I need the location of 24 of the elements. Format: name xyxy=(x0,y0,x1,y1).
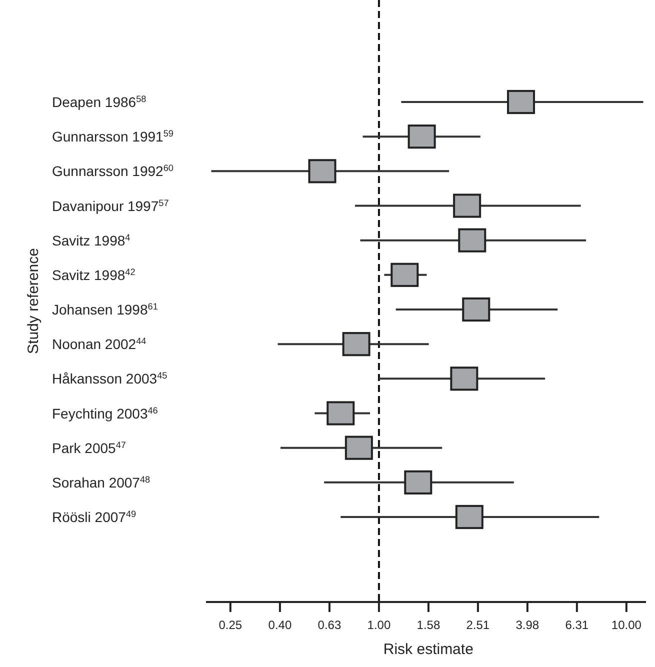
y-tick-label: Savitz 1998$^{4}$ xyxy=(52,232,130,248)
y-tick-label: Deapen 1986$^{58}$ xyxy=(52,94,146,110)
y-tick-label: Park 2005$^{47}$ xyxy=(52,440,126,456)
x-tick-label: 6.31 xyxy=(565,618,589,632)
x-tick-label: 0.25 xyxy=(218,618,242,632)
y-tick-label: Gunnarsson 1992$^{60}$ xyxy=(52,163,174,180)
x-tick-label: 0.63 xyxy=(318,618,342,632)
y-tick-label: Gunnarsson 1991$^{59}$ xyxy=(52,128,174,145)
y-tick-label: Sorahan 2007$^{48}$ xyxy=(52,474,150,490)
y-axis-title: Study reference xyxy=(25,248,42,354)
x-tick-label: 1.00 xyxy=(367,618,391,632)
x-tick-label: 0.40 xyxy=(268,618,292,632)
y-tick-label: Håkansson 2003$^{45}$ xyxy=(52,370,168,387)
y-tick-label: Davanipour 1997$^{57}$ xyxy=(52,198,169,214)
x-tick-label: 3.98 xyxy=(516,618,540,632)
x-axis-title: Risk estimate xyxy=(383,641,474,658)
y-tick-label: Noonan 2002$^{44}$ xyxy=(52,336,146,352)
x-tick-label: 1.58 xyxy=(416,618,440,632)
y-tick-label: Savitz 1998$^{42}$ xyxy=(52,266,136,283)
y-tick-label: Johansen 1998$^{61}$ xyxy=(52,302,158,318)
x-tick-label: 2.51 xyxy=(466,618,490,632)
x-tick-label: 10.00 xyxy=(611,618,642,632)
y-tick-label: Röösli 2007$^{49}$ xyxy=(52,509,136,525)
y-tick-label: Feychting 2003$^{46}$ xyxy=(52,405,158,422)
